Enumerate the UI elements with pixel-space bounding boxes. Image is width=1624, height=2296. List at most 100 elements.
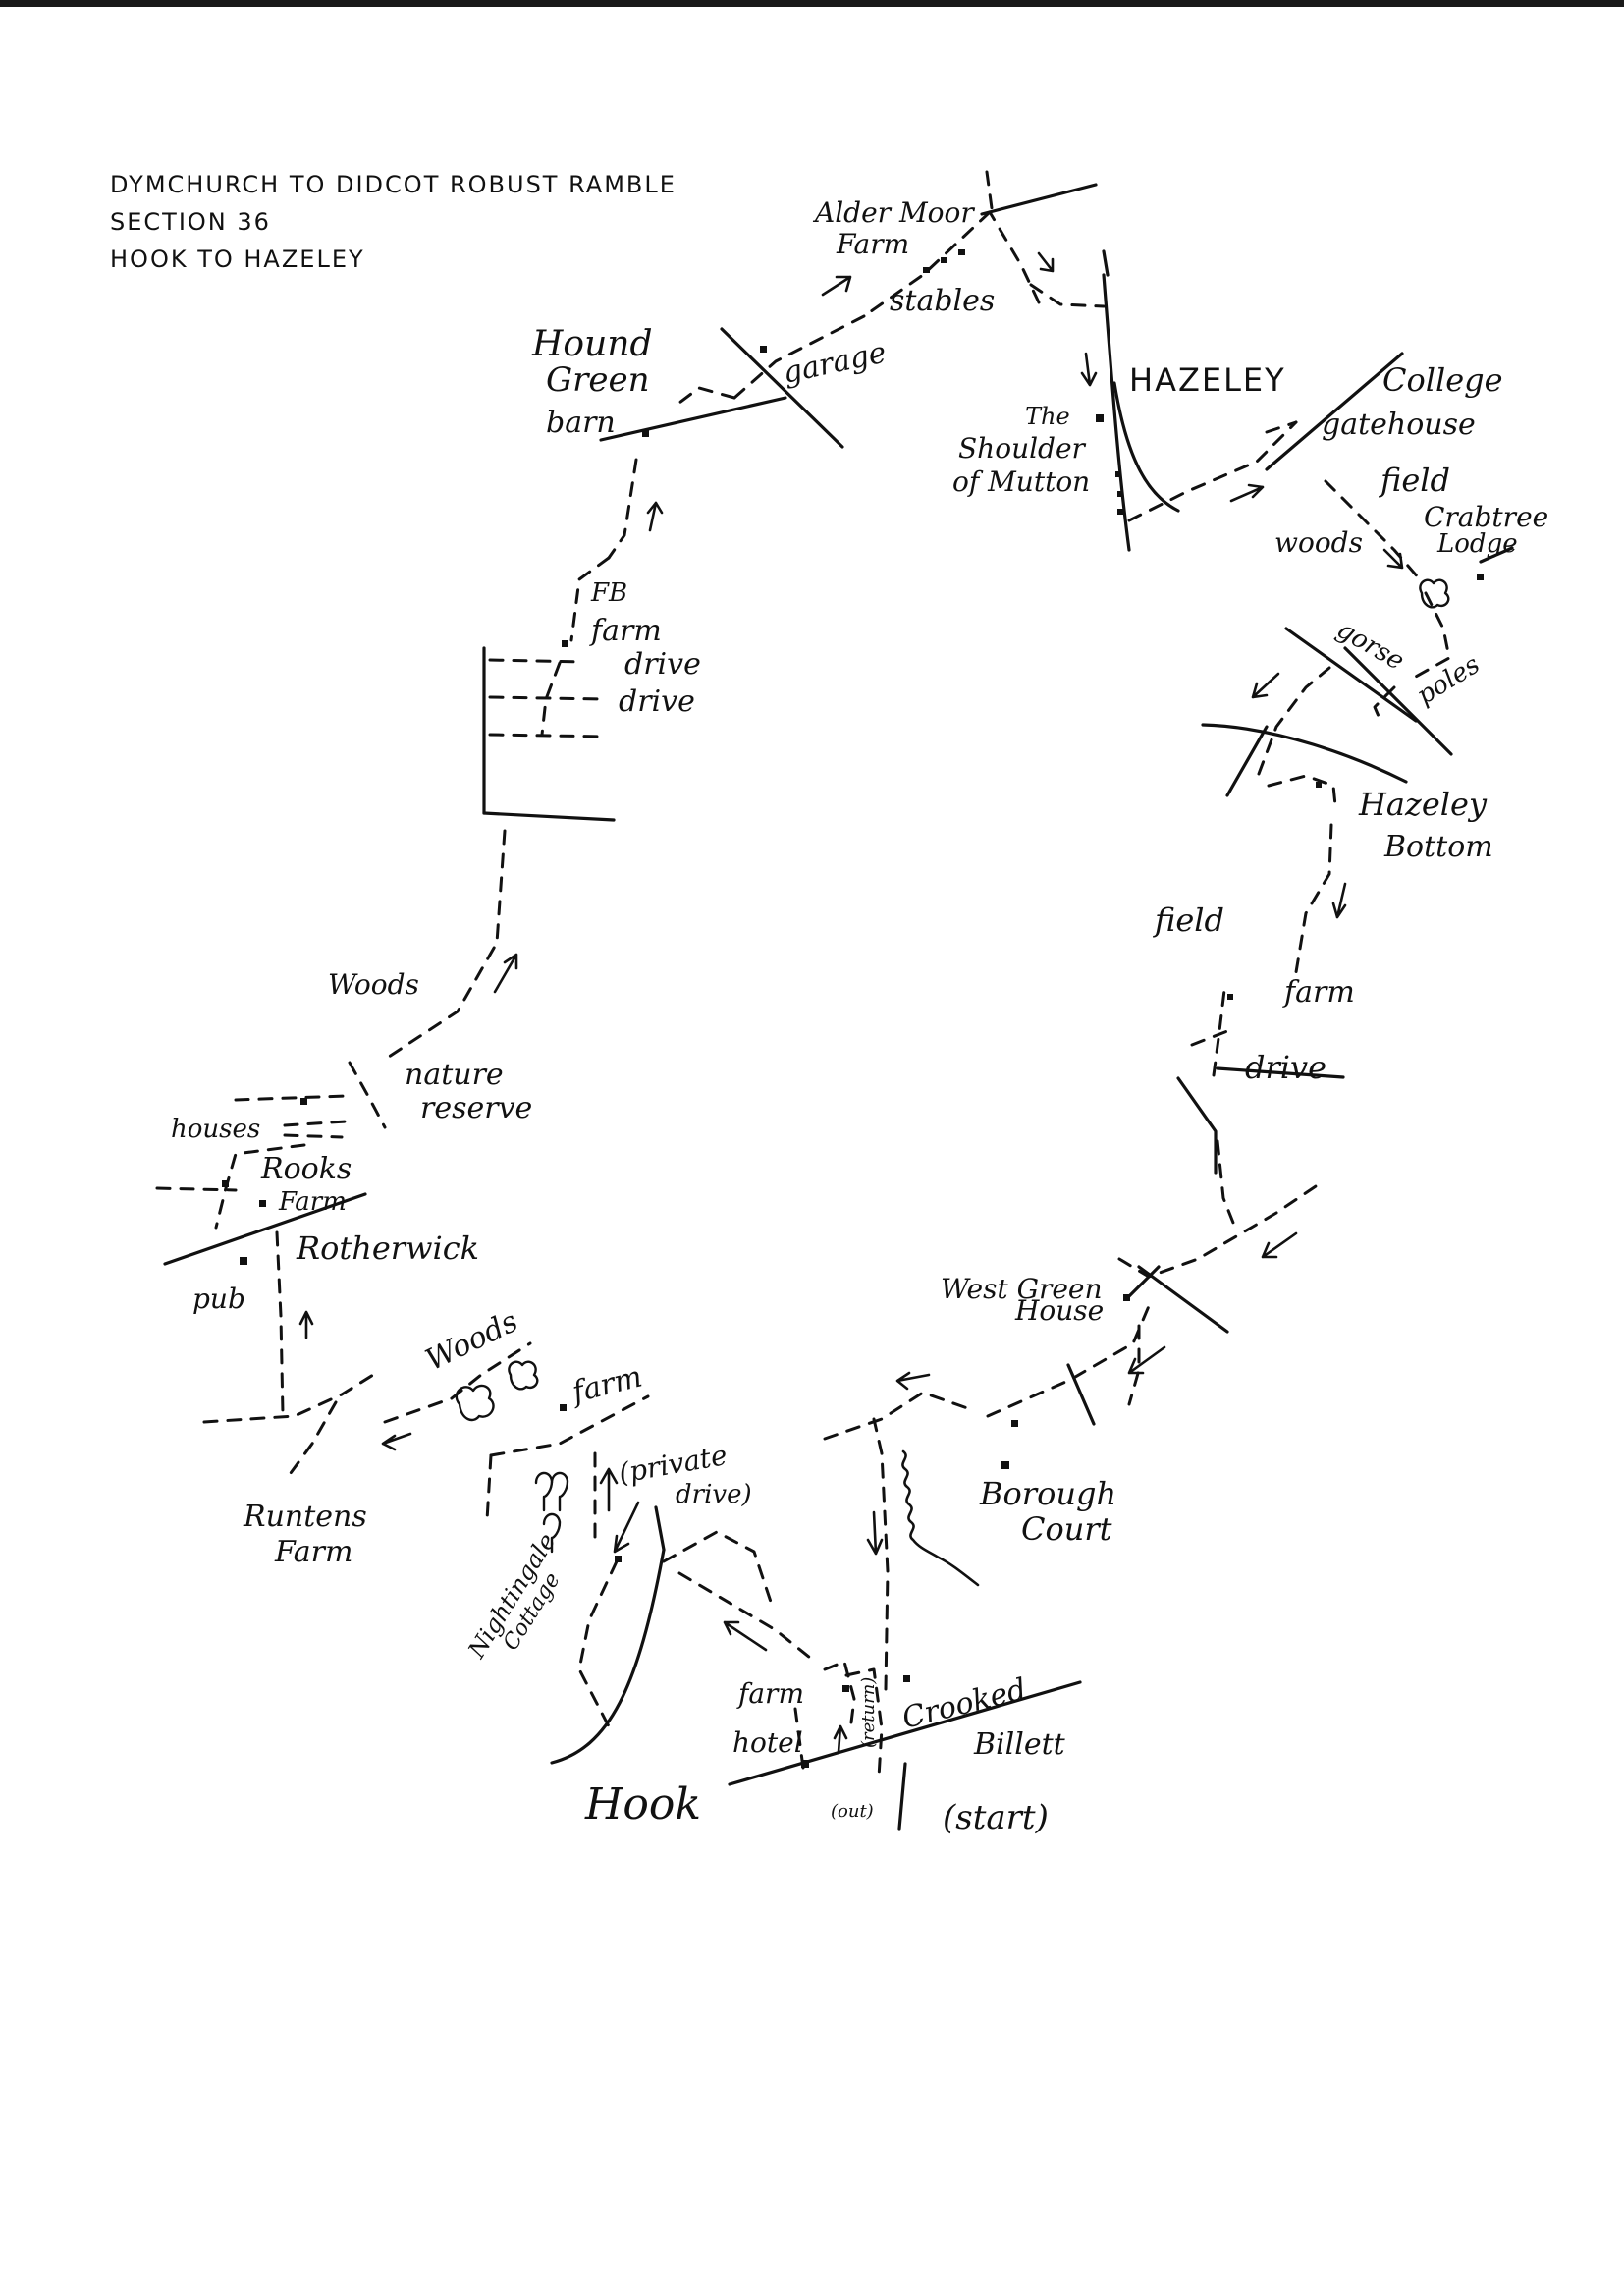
label-college: College: [1382, 361, 1503, 399]
label-hotel: hotel: [732, 1726, 803, 1759]
label-billett: Billett: [973, 1727, 1066, 1762]
path-east-drive: [1216, 1139, 1235, 1225]
road-crabtree-lodge: [1479, 546, 1514, 564]
path-hazeley-to-alder-moor: [988, 210, 1041, 304]
building-stables-2: [941, 257, 947, 263]
label-return: (return): [858, 1677, 879, 1748]
tree-icon: [534, 1471, 569, 1512]
arrow-icon: [599, 1467, 619, 1512]
road-west-green: [1137, 1265, 1229, 1334]
path-rotherwick-south: [275, 1230, 285, 1416]
building-pub: [240, 1257, 247, 1265]
arrow-icon: [1261, 1231, 1298, 1259]
road-gorse: [1284, 627, 1418, 723]
label-reserve: reserve: [420, 1091, 532, 1125]
path-borough-north: [872, 1417, 890, 1691]
woods-symbols: [455, 578, 1450, 1554]
label-shoulder: Shoulder: [958, 432, 1087, 465]
label-of-mutton: of Mutton: [952, 465, 1090, 498]
path-houses-1: [234, 1094, 348, 1102]
label-borough: Borough: [979, 1475, 1116, 1512]
path-drive-link: [540, 661, 562, 737]
label-farm-s: farm: [736, 1677, 804, 1710]
road-garage-diagonal: [720, 327, 844, 449]
building-farm-s: [842, 1685, 849, 1692]
label-houses: houses: [171, 1115, 260, 1144]
label-barn: barn: [546, 406, 616, 440]
path-gatehouse-north: [1265, 420, 1298, 434]
path-farm-s-north: [823, 1660, 856, 1732]
label-stables: stables: [890, 284, 995, 318]
path-nightingale-cottage: [577, 1559, 619, 1728]
title-line-2: SECTION 36: [110, 208, 271, 236]
label-gatehouse: gatehouse: [1322, 408, 1476, 442]
building-hazeley-2: [1117, 491, 1123, 497]
building-stables-1: [923, 267, 930, 273]
path-private-east: [662, 1530, 776, 1613]
road-hazeley-village: [1102, 273, 1131, 552]
label-woods-w: Woods: [328, 968, 419, 1001]
borough-court-boundary: [901, 1449, 980, 1587]
road-hazeley-stub: [1102, 249, 1110, 277]
label-shoulder-the: The: [1025, 403, 1070, 430]
road-college: [1265, 352, 1404, 471]
building-fb-farm: [562, 640, 568, 647]
path-bottom-to-farm: [1294, 823, 1333, 974]
label-start: (start): [943, 1798, 1049, 1837]
path-garage-barn: [677, 386, 736, 405]
building-garage: [760, 346, 767, 353]
label-garage: garage: [780, 335, 889, 390]
path-runtens-farm: [289, 1400, 338, 1475]
label-gorse: gorse: [1332, 615, 1410, 677]
path-alder-moor-stables: [862, 210, 992, 318]
path-hazeley-bottom: [1267, 774, 1337, 807]
label-rotherwick: Rotherwick: [296, 1230, 479, 1267]
title-line-3: HOOK TO HAZELEY: [110, 246, 365, 273]
road-hazeley-branch: [1112, 381, 1180, 513]
road-hook: [728, 1680, 1082, 1786]
road-hazeley-bottom-cross: [1225, 725, 1269, 797]
path-gatehouse: [1127, 420, 1298, 522]
arrow-icon: [866, 1510, 884, 1556]
path-borough-farm: [823, 1391, 972, 1441]
road-nightingale: [550, 1548, 666, 1765]
label-green: Green: [546, 360, 650, 400]
path-return: [844, 1667, 884, 1779]
label-fb: FB: [590, 578, 627, 608]
tree-icon: [508, 1360, 539, 1391]
building-hazeley-1: [1115, 471, 1121, 477]
path-runtens: [202, 1373, 375, 1424]
building-houses-1: [300, 1098, 307, 1105]
label-woods-ne: woods: [1274, 526, 1363, 559]
building-borough-court-1: [1011, 1420, 1018, 1427]
label-pub: pub: [192, 1283, 245, 1315]
path-west-green-house: [986, 1304, 1151, 1418]
tree-icon: [455, 1384, 495, 1422]
path-drive-1: [488, 658, 585, 664]
arrow-icon: [493, 953, 518, 994]
direction-arrows: [298, 251, 1404, 1754]
label-farm-e: farm: [1282, 975, 1355, 1010]
label-nature: nature: [405, 1058, 504, 1092]
label-crabtree: Crabtree: [1424, 501, 1548, 533]
tree-icon: [1419, 578, 1450, 609]
path-woods-sw: [383, 1341, 532, 1424]
label-field-e: field: [1153, 902, 1224, 939]
path-gorse-south: [1257, 666, 1331, 776]
path-drive-3: [488, 733, 609, 738]
label-rooks-farm: Farm: [278, 1187, 347, 1217]
path-poles-west: [1373, 685, 1396, 723]
arrow-icon: [646, 501, 664, 532]
arrow-icon: [381, 1432, 412, 1451]
path-houses-2: [283, 1120, 348, 1127]
path-fb: [569, 556, 611, 642]
building-nightingale-cottage: [615, 1556, 622, 1562]
label-private-drive: drive): [676, 1480, 752, 1509]
path-alder-moor-north: [985, 170, 994, 210]
label-hazeley: HAZELEY: [1129, 361, 1286, 399]
scan-top-edge: [0, 0, 1624, 7]
label-lodge: Lodge: [1436, 529, 1518, 559]
arrow-icon: [613, 1501, 640, 1554]
arrow-icon: [723, 1620, 768, 1652]
